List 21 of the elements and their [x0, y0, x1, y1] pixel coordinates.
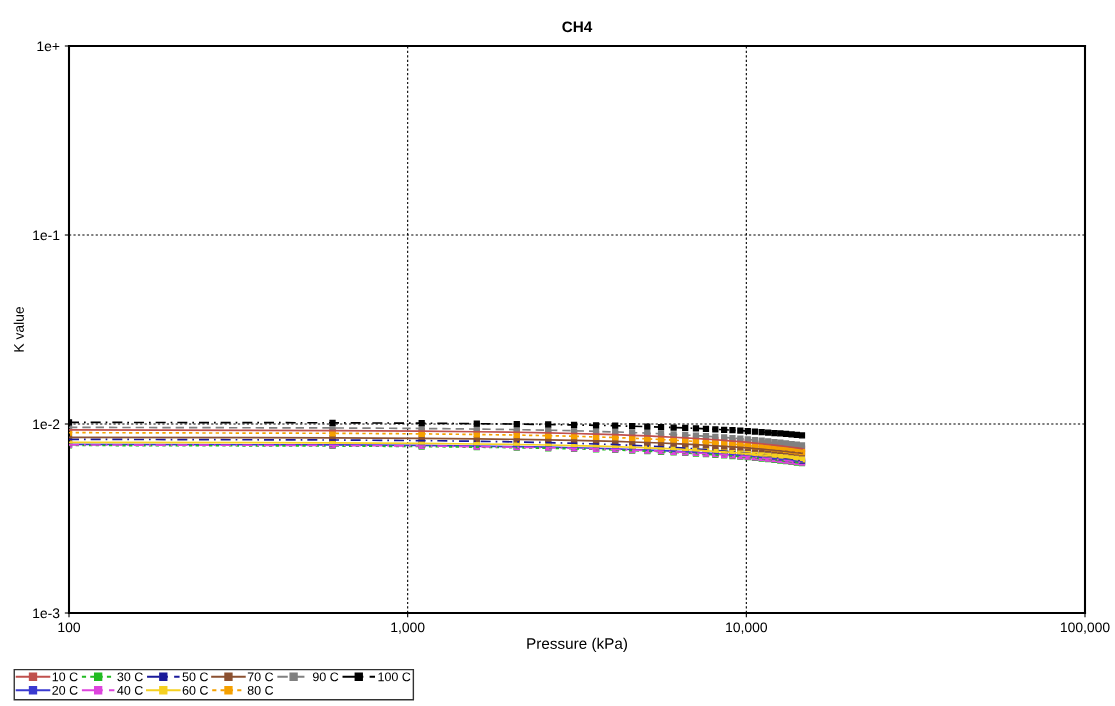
y-tick-label: 1e-1: [33, 230, 60, 241]
legend-label: 60 C: [182, 685, 208, 695]
legend-label: 10 C: [52, 672, 78, 682]
x-tick-label: 1,000: [391, 622, 425, 634]
y-tick-label: 1e+: [37, 41, 60, 52]
legend-label: 30 C: [117, 672, 143, 682]
legend-label: 90 C: [312, 672, 339, 682]
x-axis-title: Pressure (kPa): [527, 637, 627, 652]
chart-title: CH4: [562, 21, 593, 33]
x-tick-label: 100,000: [1060, 622, 1110, 634]
y-tick-label: 1e-3: [33, 608, 60, 619]
legend-label: 20 C: [52, 685, 78, 695]
x-tick-label: 10,000: [726, 622, 768, 634]
y-axis-title: K value: [13, 306, 24, 352]
y-tick-label: 1e-2: [33, 419, 60, 430]
legend-label: 50 C: [182, 672, 208, 682]
legend-label: 80 C: [247, 685, 274, 695]
legend-label: 40 C: [117, 685, 143, 695]
legend-label: 100 C: [378, 672, 411, 682]
legend-label: 70 C: [247, 672, 274, 682]
x-tick-label: 100: [58, 622, 81, 633]
